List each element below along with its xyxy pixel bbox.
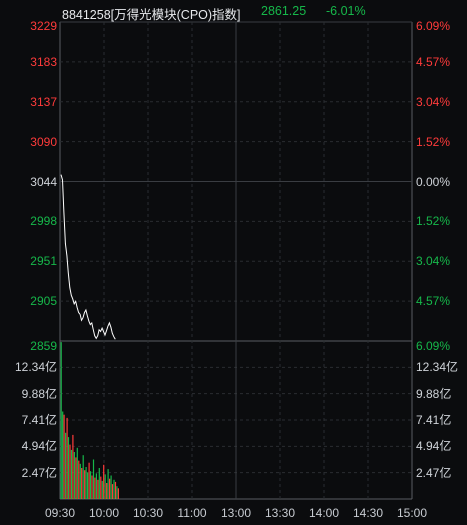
time-tick: 11:00 [177,506,207,520]
volume-bar [116,486,118,499]
time-tick: 14:30 [352,506,384,520]
pct-tick-right: 4.57% [416,294,451,309]
volume-bar [101,480,103,499]
volume-bar [113,479,115,499]
volume-tick-right: 12.34亿 [416,360,459,375]
volume-bar [78,460,80,499]
chart-grid [59,21,413,500]
pct-tick-right: 6.09% [416,339,451,353]
pct-tick-right: 4.57% [416,54,451,69]
volume-bar [89,471,92,499]
price-tick-left: 3044 [30,174,57,189]
volume-tick-left: 7.41亿 [21,413,57,427]
volume-bar [92,459,95,499]
volume-bar [94,477,96,499]
volume-bar [98,468,100,499]
volume-tick-right: 4.94亿 [416,439,452,454]
volume-bar [66,417,68,499]
volume-bar [76,447,78,499]
price-tick-left: 2998 [30,214,57,229]
pct-tick-right: 1.52% [416,134,451,149]
volume-bar [91,475,93,499]
pct-tick-right: 3.04% [416,254,451,269]
volume-bar [104,474,106,499]
volume-bar [72,434,74,499]
volume-bar [82,455,84,499]
chart-header: 8841258[万得光模块(CPO)指数] 2861.25 -6.01% [0,0,467,22]
volume-bar [95,473,97,499]
index-price: 2861.25 [261,4,307,18]
price-tick-left: 3229 [30,19,57,33]
price-tick-left: 3183 [30,54,57,69]
volume-bar [106,483,108,499]
index-code-name: 8841258[万得光模块(CPO)指数] [62,8,241,22]
time-tick: 15:00 [396,506,428,520]
index-change-pct: -6.01% [326,4,366,18]
volume-bar [87,472,89,499]
volume-bar [75,457,77,499]
volume-bar [81,468,83,499]
volume-bar [88,462,90,499]
pct-tick-right: 6.09% [416,19,451,33]
volume-tick-right: 9.88亿 [416,386,452,401]
volume-tick-left: 4.94亿 [21,439,57,454]
volume-bar [97,479,99,499]
time-tick: 09:30 [44,506,76,520]
volume-bar [107,469,109,499]
volume-bar [62,411,64,499]
volume-bar [69,444,71,499]
volume-bar [63,414,65,499]
volume-bar [65,432,67,499]
volume-bar [103,464,105,499]
price-line [60,174,116,340]
volume-bar [73,452,75,499]
pct-tick-right: 0.00% [416,174,451,189]
volume-tick-right: 2.47亿 [416,465,452,480]
volume-bar [79,463,81,499]
price-tick-left: 3090 [30,134,57,149]
volume-bar [117,488,119,499]
pct-tick-right: 3.04% [416,94,451,109]
volume-bar [109,478,111,499]
volume-bar [85,467,87,499]
volume-bar [67,437,70,499]
price-tick-left: 2859 [30,339,57,353]
volume-tick-left: 2.47亿 [21,465,57,480]
volume-bar [60,342,62,499]
volume-tick-right: 7.41亿 [416,413,452,427]
price-line-group [60,174,116,340]
time-tick: 10:00 [88,506,120,520]
price-tick-left: 3137 [30,94,57,109]
volume-bars [60,342,119,499]
time-tick: 13:30 [264,506,296,520]
time-tick: 13:00 [220,506,252,520]
volume-bar [114,481,117,499]
volume-bar [84,470,86,499]
volume-tick-left: 9.88亿 [21,386,57,401]
volume-bar [110,475,112,499]
time-tick: 10:30 [132,506,164,520]
volume-bar [111,484,114,499]
volume-tick-left: 12.34亿 [14,360,57,375]
volume-bar [100,476,102,499]
price-tick-left: 2951 [30,254,57,269]
volume-bar [70,449,73,499]
pct-tick-right: 1.52% [416,214,451,229]
time-tick: 14:00 [308,506,340,520]
price-tick-left: 2905 [30,294,57,309]
